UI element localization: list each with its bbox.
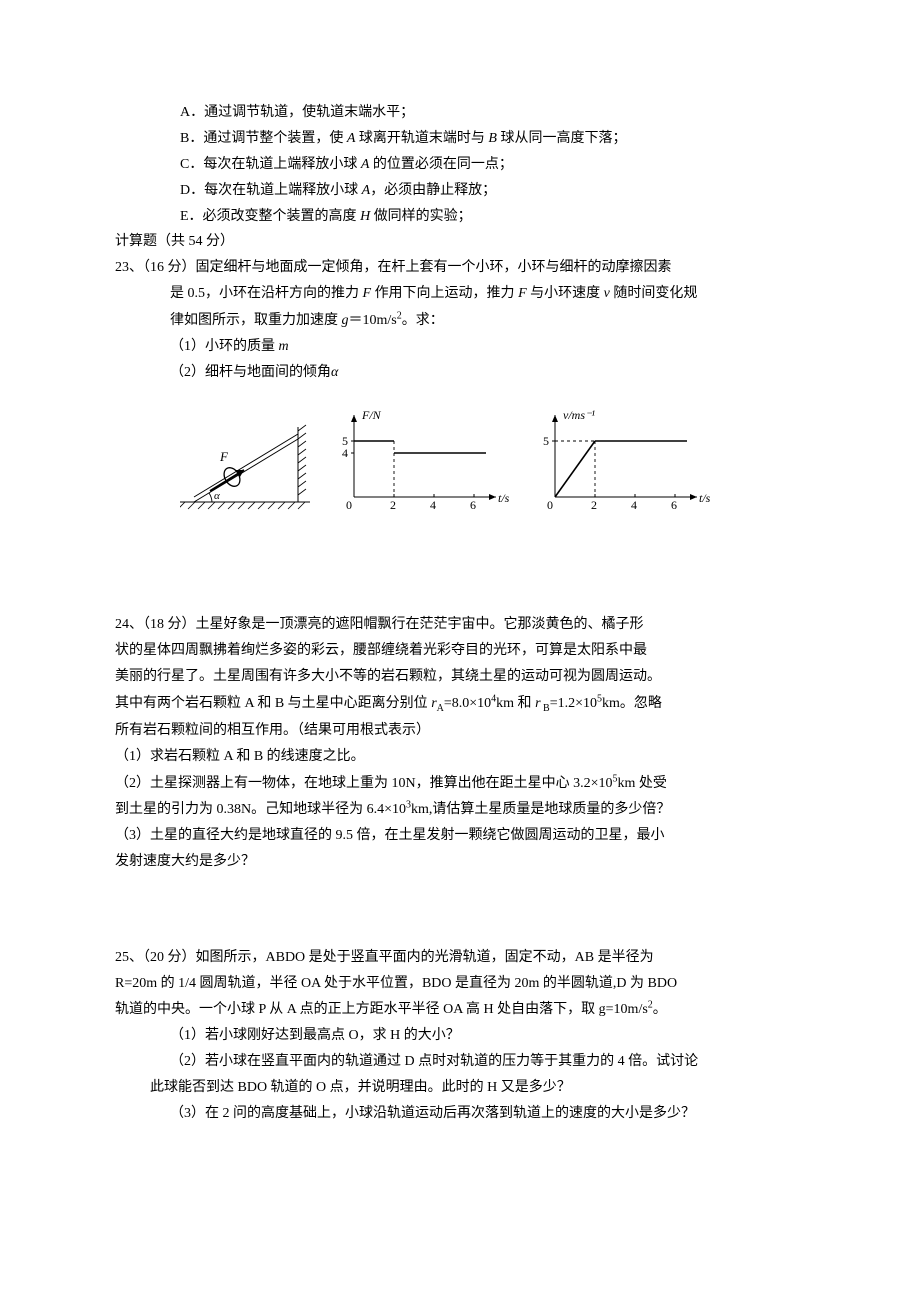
angle-label: α — [214, 490, 220, 502]
ft-x6: 6 — [470, 498, 476, 512]
q24-l3: 美丽的行星了。土星周围有许多大小不等的岩石颗粒，其绕土星的运动可视为圆周运动。 — [115, 664, 805, 690]
figure-velocity-time: v/ms⁻¹ t/s 5 0 2 4 6 — [527, 407, 712, 512]
q24-s1: （1）求岩石颗粒 A 和 B 的线速度之比。 — [115, 744, 805, 770]
q23-line3-text: 律如图所示，取重力加速度 g＝10m/s2。求： — [170, 313, 444, 328]
option-d: D．每次在轨道上端释放小球 A，必须由静止释放； — [115, 178, 805, 204]
option-e: E．必须改变整个装置的高度 H 做同样的实验； — [115, 204, 805, 230]
option-a: A．通过调节轨道，使轨道末端水平； — [115, 100, 805, 126]
q24-l2: 状的星体四周飘拂着绚烂多姿的彩云，腰部缠绕着光彩夺目的光环，可算是太阳系中最 — [115, 638, 805, 664]
q24-l5: 所有岩石颗粒间的相互作用。（结果可用根式表示） — [115, 718, 805, 744]
option-b-text: B．通过调节整个装置，使 A 球离开轨道末端时与 B 球从同一高度下落； — [180, 131, 626, 146]
vt-x2: 2 — [591, 498, 597, 512]
option-c: C．每次在轨道上端释放小球 A 的位置必须在同一点； — [115, 152, 805, 178]
vt-ylabel: v/ms⁻¹ — [563, 408, 595, 422]
ft-ylabel: F/N — [361, 408, 382, 422]
vt-xlabel: t/s — [699, 491, 711, 505]
ft-y4: 4 — [342, 446, 348, 460]
q23-sub2-text: （2）细杆与地面间的倾角α — [170, 365, 338, 380]
vt-y5: 5 — [543, 434, 549, 448]
vt-origin: 0 — [547, 498, 553, 512]
q25-l3-text: 轨道的中央。一个小球 P 从 A 点的正上方距水平半径 OA 高 H 处自由落下… — [115, 1002, 667, 1017]
q25-l3: 轨道的中央。一个小球 P 从 A 点的正上方距水平半径 OA 高 H 处自由落下… — [115, 997, 805, 1024]
q24-l4-text: 其中有两个岩石颗粒 A 和 B 与土星中心距离分别位 rA=8.0×104km … — [115, 696, 662, 711]
ft-origin: 0 — [346, 498, 352, 512]
ft-xlabel: t/s — [498, 491, 510, 505]
vt-x6: 6 — [671, 498, 677, 512]
q24-s2a-text: （2）土星探测器上有一物体，在地球上重为 10N，推算出他在距土星中心 3.2×… — [115, 776, 667, 791]
q23-line2: 是 0.5，小环在沿杆方向的推力 F 作用下向上运动，推力 F 与小环速度 v … — [115, 281, 805, 307]
q23-line2-text: 是 0.5，小环在沿杆方向的推力 F 作用下向上运动，推力 F 与小环速度 v … — [170, 286, 697, 301]
section-calc-title: 计算题（共 54 分） — [115, 229, 805, 255]
q25-l1: 25、（20 分）如图所示，ABDO 是处于竖直平面内的光滑轨道，固定不动，AB… — [115, 945, 805, 971]
option-d-text: D．每次在轨道上端释放小球 A，必须由静止释放； — [180, 183, 496, 198]
q25-l2: R=20m 的 1/4 圆周轨道，半径 OA 处于水平位置，BDO 是直径为 2… — [115, 971, 805, 997]
q24-l1: 24、（18 分）土星好象是一顶漂亮的遮阳帽飘行在茫茫宇宙中。它那淡黄色的、橘子… — [115, 612, 805, 638]
option-b: B．通过调节整个装置，使 A 球离开轨道末端时与 B 球从同一高度下落； — [115, 126, 805, 152]
q24-s2b: 到土星的引力为 0.38N。己知地球半径为 6.4×103km,请估算土星质量是… — [115, 796, 805, 823]
q25-s2b: 此球能否到达 BDO 轨道的 O 点，并说明理由。此时的 H 又是多少？ — [115, 1075, 805, 1101]
figure-force-time: F/N t/s 5 4 0 2 4 6 — [326, 407, 511, 512]
q25-s3: （3）在 2 问的高度基础上，小球沿轨道运动后再次落到轨道上的速度的大小是多少？ — [115, 1101, 805, 1127]
force-label: F — [219, 449, 229, 464]
q25-s2a: （2）若小球在竖直平面内的轨道通过 D 点时对轨道的压力等于其重力的 4 倍。试… — [115, 1049, 805, 1075]
q24-s2a: （2）土星探测器上有一物体，在地球上重为 10N，推算出他在距土星中心 3.2×… — [115, 770, 805, 797]
q24-l4: 其中有两个岩石颗粒 A 和 B 与土星中心距离分别位 rA=8.0×104km … — [115, 690, 805, 718]
q23-sub1-text: （1）小环的质量 m — [170, 339, 289, 354]
ft-x4: 4 — [430, 498, 436, 512]
option-c-text: C．每次在轨道上端释放小球 A 的位置必须在同一点； — [180, 157, 513, 172]
vt-x4: 4 — [631, 498, 637, 512]
q23-line1: 23、（16 分）固定细杆与地面成一定倾角，在杆上套有一个小环，小环与细杆的动摩… — [115, 255, 805, 281]
q24-s3b: 发射速度大约是多少？ — [115, 849, 805, 875]
q25-s1: （1）若小球刚好达到最高点 O，求 H 的大小？ — [115, 1023, 805, 1049]
q24-s2b-text: 到土星的引力为 0.38N。己知地球半径为 6.4×103km,请估算土星质量是… — [115, 802, 670, 817]
option-e-text: E．必须改变整个装置的高度 H 做同样的实验； — [180, 209, 472, 224]
ft-x2: 2 — [390, 498, 396, 512]
q23-sub2: （2）细杆与地面间的倾角α — [115, 360, 805, 386]
q24-s3a: （3）土星的直径大约是地球直径的 9.5 倍，在土星发射一颗绕它做圆周运动的卫星… — [115, 823, 805, 849]
figure-incline: F α — [180, 417, 310, 512]
q23-sub1: （1）小环的质量 m — [115, 334, 805, 360]
q23-line3: 律如图所示，取重力加速度 g＝10m/s2。求： — [115, 307, 805, 334]
